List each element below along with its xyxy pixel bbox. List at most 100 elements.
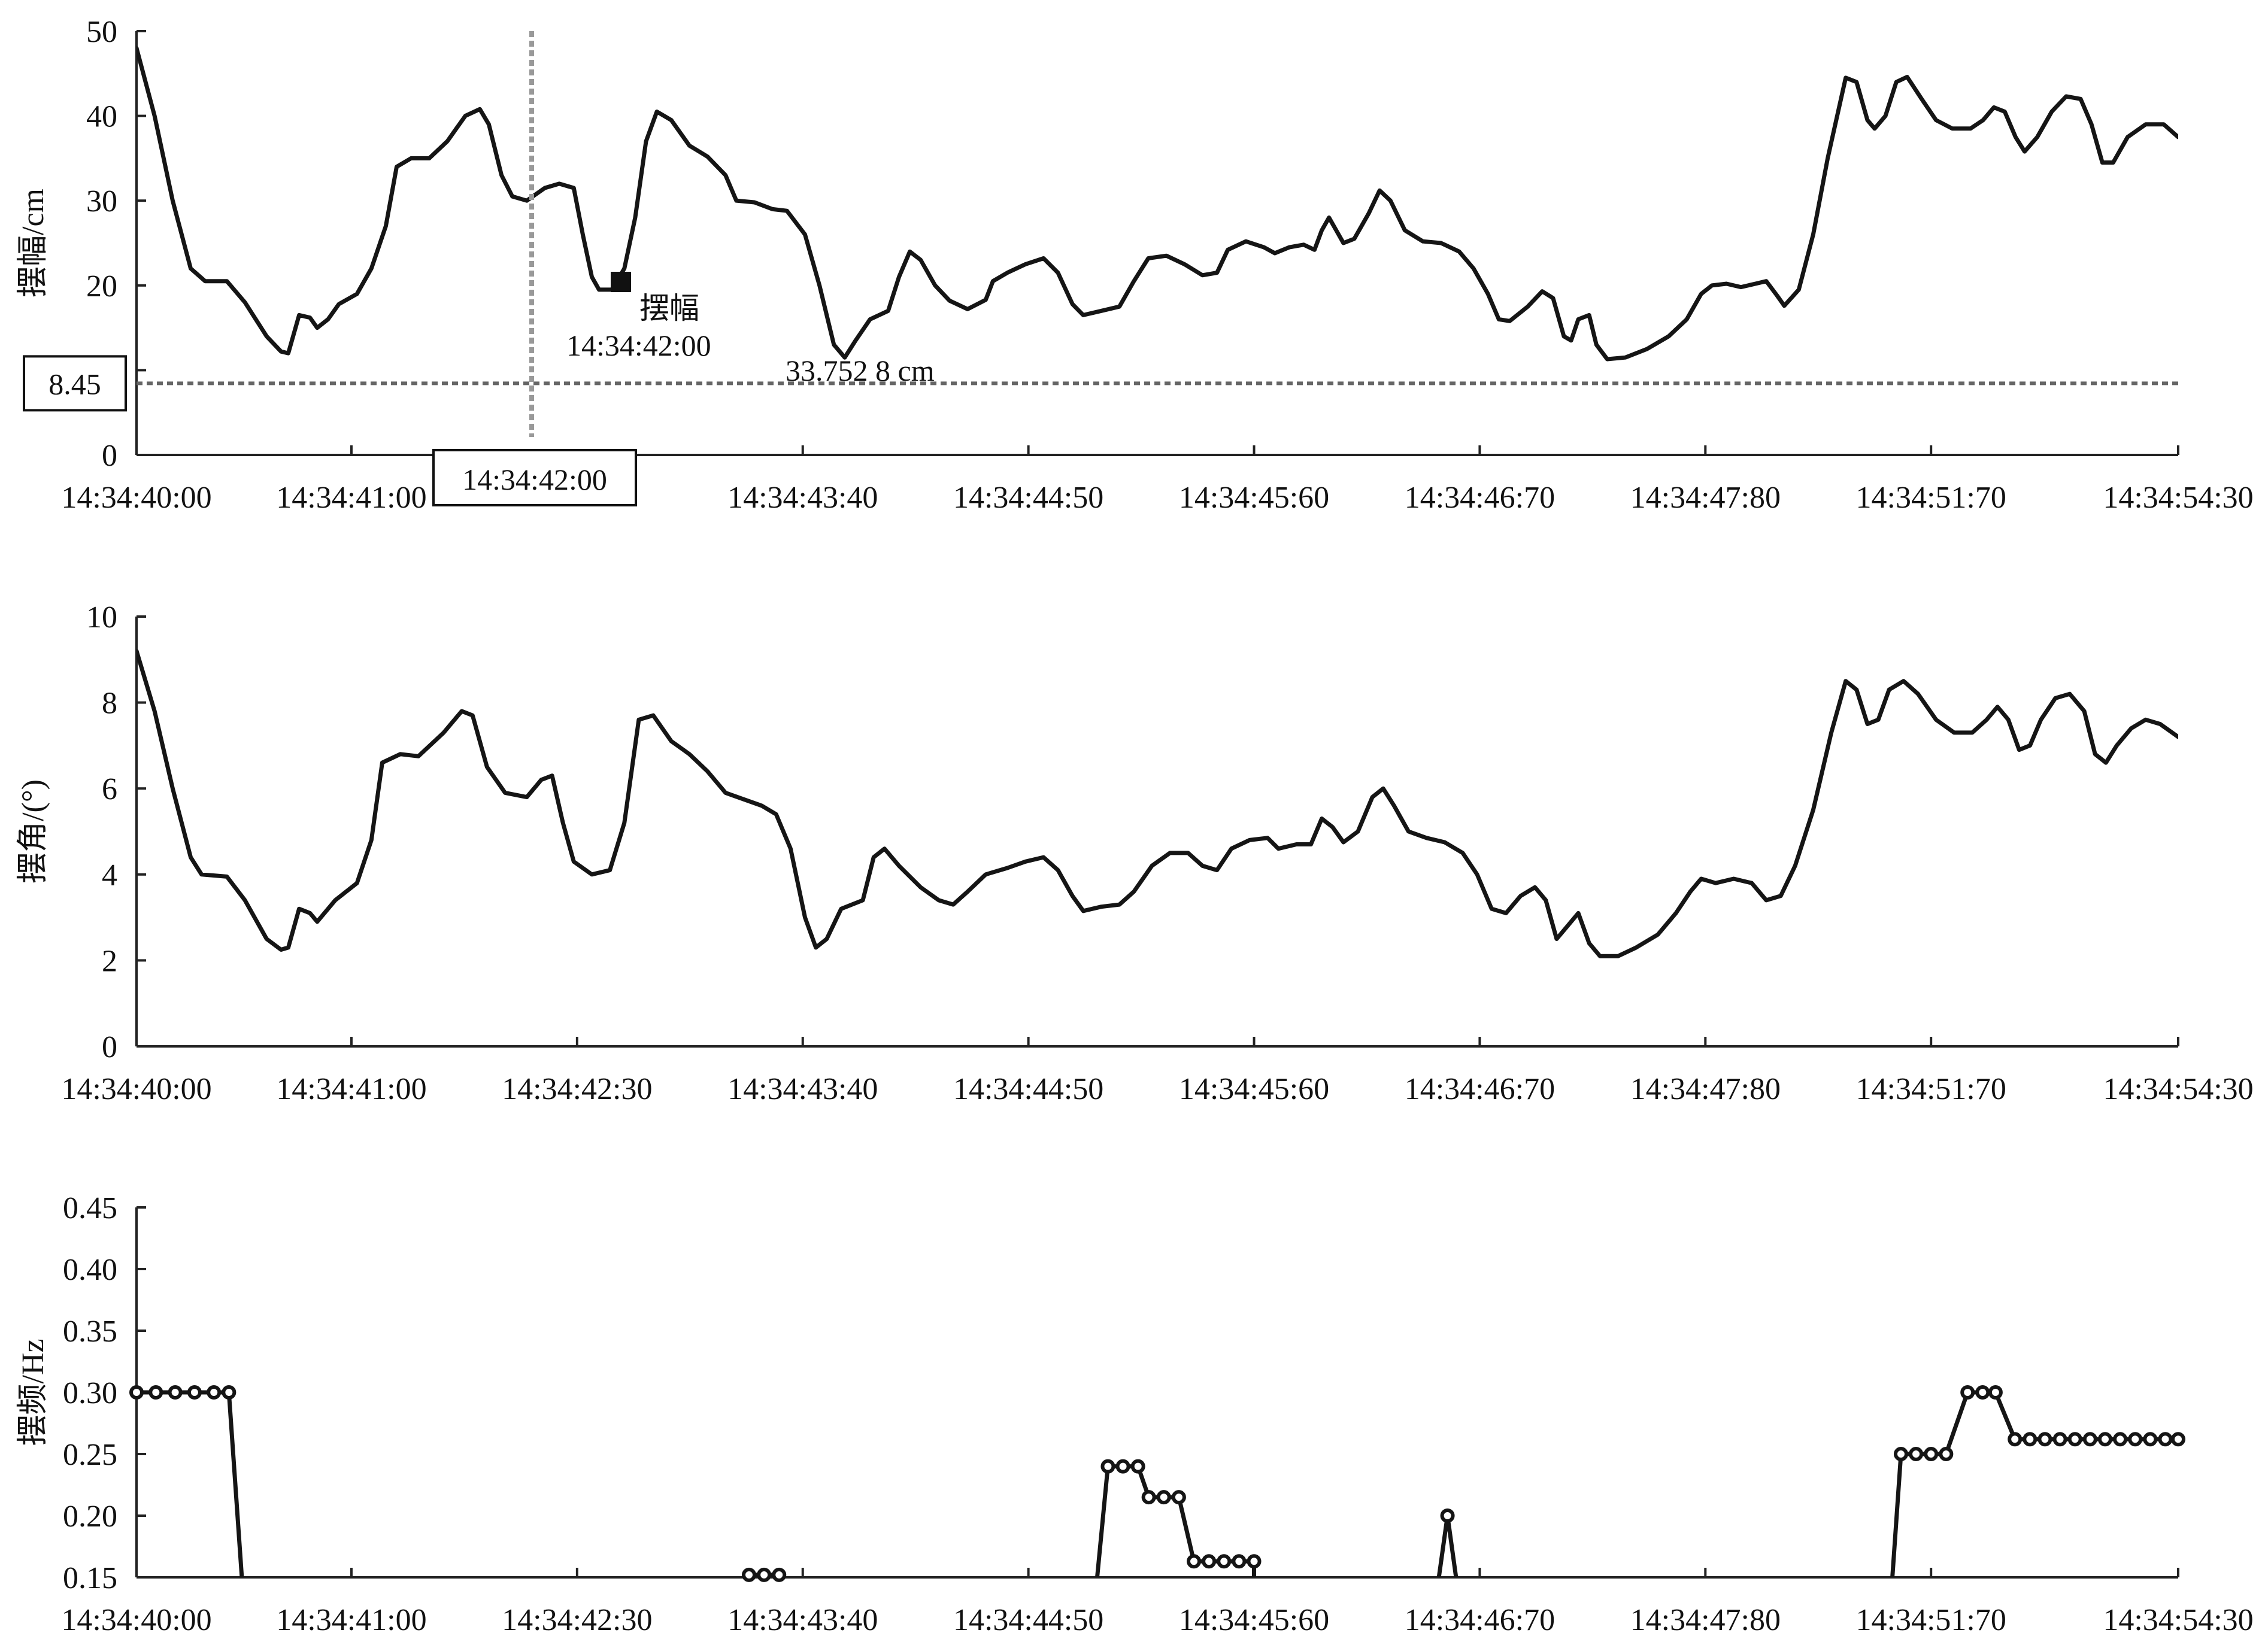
x-tick-label: 14:34:51:70 [1856, 1072, 2006, 1106]
data-point [1960, 1385, 1975, 1400]
y-tick-label: 0.45 [63, 1191, 117, 1225]
data-point [168, 1385, 183, 1400]
y-tick-label: 30 [86, 184, 117, 218]
data-point [2082, 1432, 2097, 1447]
x-tick-label: 14:34:44:50 [953, 481, 1103, 515]
data-point [1232, 1554, 1247, 1569]
data-point [2128, 1432, 2143, 1447]
x-tick-label: 14:34:46:70 [1405, 1603, 1555, 1636]
x-tick-label: 14:34:54:30 [2103, 1072, 2253, 1106]
cursor-time-box [432, 449, 637, 506]
y-tick-label: 0.40 [63, 1253, 117, 1287]
y-tick-label: 20 [86, 269, 117, 303]
y-axis-title: 摆角/(°) [16, 779, 50, 884]
data-point [222, 1385, 236, 1400]
swing-angle-chart: 0 2 4 6 8 10 14:34:40:00 14:34:41:00 14:34:42:30… [16, 600, 2254, 1106]
x-tick-label: 14:34:44:50 [953, 1072, 1103, 1106]
x-tick-label: 14:34:46:70 [1405, 481, 1555, 515]
data-point [1156, 1490, 1171, 1505]
x-tick-label: 14:34:41:00 [276, 1603, 426, 1636]
threshold-value: 8.45 [48, 367, 101, 400]
x-tick-label: 14:34:43:40 [727, 1603, 878, 1636]
x-tick-label: 14:34:45:60 [1179, 481, 1329, 515]
x-tick-label: 14:34:54:30 [2103, 1603, 2253, 1636]
data-point [2158, 1432, 2173, 1447]
data-point [1975, 1385, 1990, 1400]
x-tick-label: 14:34:40:00 [61, 481, 211, 515]
data-point [1217, 1554, 1232, 1569]
data-point [742, 1567, 756, 1582]
x-tick-label: 14:34:47:80 [1630, 1072, 1781, 1106]
x-tick-label: 14:34:40:00 [61, 1072, 211, 1106]
marker-label: 摆幅 [639, 292, 699, 325]
x-tick-label: 14:34:41:00 [276, 1072, 426, 1106]
x-tick-label: 14:34:42:30 [502, 1603, 652, 1636]
y-tick-label: 0.25 [63, 1438, 117, 1472]
y-tick-label: 0 [102, 439, 117, 473]
data-point [1171, 1490, 1186, 1505]
x-tick-label: 14:34:54:30 [2103, 481, 2253, 515]
data-point [1247, 1554, 1262, 1569]
data-point [1988, 1385, 2003, 1400]
data-point [1187, 1554, 1202, 1569]
data-point [1440, 1508, 1455, 1523]
x-tick-label: 14:34:47:80 [1630, 1603, 1781, 1636]
min-value-label: 33.752 8 cm [786, 354, 935, 387]
y-tick-label: 4 [102, 858, 117, 893]
y-axis-title: 摆幅/cm [16, 189, 50, 298]
data-point [1202, 1554, 1217, 1569]
y-tick-label: 40 [86, 100, 117, 134]
y-tick-label: 0 [102, 1030, 117, 1064]
data-point [772, 1567, 787, 1582]
y-tick-label: 6 [102, 772, 117, 806]
data-point [2171, 1432, 2185, 1447]
data-point [1100, 1459, 1115, 1474]
x-tick-label: 14:34:40:00 [61, 1603, 211, 1636]
data-point [187, 1385, 202, 1400]
x-tick-label: 14:34:42:30 [502, 1072, 652, 1106]
x-tick-label: 14:34:44:50 [953, 1603, 1103, 1636]
series-line [1436, 1513, 1459, 1577]
x-tick-label: 14:34:45:60 [1179, 1603, 1329, 1636]
data-point [757, 1567, 772, 1582]
x-tick-label: 14:34:43:40 [727, 1072, 878, 1106]
x-tick-label: 14:34:41:00 [276, 481, 426, 515]
data-point [1141, 1490, 1156, 1505]
series-line [1890, 1390, 2178, 1577]
series-line [137, 1390, 244, 1577]
y-axis-title: 摆频/Hz [16, 1338, 50, 1446]
swing-frequency-chart: 0.15 0.20 0.25 0.30 0.35 0.40 0.45 14:34:40:00 1… [16, 1191, 2254, 1636]
data-point [2143, 1432, 2158, 1447]
data-point [1130, 1459, 1145, 1474]
marker-time: 14:34:42:00 [566, 329, 711, 362]
data-point [2023, 1432, 2037, 1447]
data-point [1924, 1447, 1939, 1461]
data-point [129, 1385, 144, 1400]
data-point [1909, 1447, 1924, 1461]
y-tick-label: 0.35 [63, 1315, 117, 1349]
y-tick-label: 0.15 [63, 1561, 117, 1595]
cursor-time: 14:34:42:00 [462, 463, 607, 496]
x-tick-label: 14:34:46:70 [1405, 1072, 1555, 1106]
series-line [137, 648, 2178, 958]
series-line [137, 45, 2178, 362]
data-point [207, 1385, 222, 1400]
data-point [2037, 1432, 2052, 1447]
y-tick-label: 50 [86, 15, 117, 49]
data-point [2067, 1432, 2082, 1447]
x-tick-label: 14:34:47:80 [1630, 481, 1781, 515]
x-tick-label: 14:34:43:40 [727, 481, 878, 515]
y-tick-label: 10 [86, 600, 117, 635]
x-tick-label: 14:34:51:70 [1856, 481, 2006, 515]
data-point [2113, 1432, 2128, 1447]
data-point [148, 1385, 163, 1400]
y-tick-label: 0.30 [63, 1376, 117, 1410]
data-point [1893, 1447, 1908, 1461]
data-point [2052, 1432, 2067, 1447]
x-tick-label: 14:34:45:60 [1179, 1072, 1329, 1106]
data-point [2097, 1432, 2112, 1447]
data-point [2008, 1432, 2023, 1447]
marker-point [611, 272, 631, 292]
threshold-value-box [23, 355, 127, 412]
